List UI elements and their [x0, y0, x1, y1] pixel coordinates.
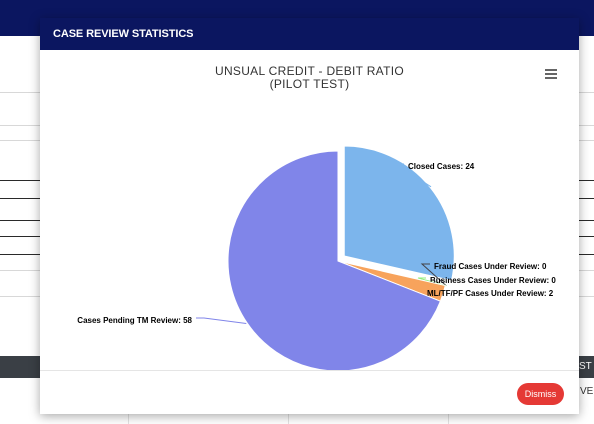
- background-row-fragment: VE: [580, 386, 594, 397]
- pie-data-label: ML/TF/PF Cases Under Review: 2: [427, 289, 554, 298]
- pie-chart: Closed Cases: 24 Fraud Cases Under Review…: [40, 50, 579, 370]
- pie-connector: [196, 317, 247, 325]
- pie-slice[interactable]: [227, 150, 442, 370]
- hamburger-menu-icon[interactable]: [545, 69, 557, 80]
- background-header-fragment: ST: [579, 361, 592, 372]
- case-review-statistics-modal: CASE REVIEW STATISTICS Closed Cases: 24 F…: [40, 18, 579, 414]
- pie-data-label: Closed Cases: 24: [408, 162, 475, 171]
- dismiss-button[interactable]: Dismiss: [517, 383, 564, 405]
- chart-title-block: UNSUAL CREDIT - DEBIT RATIO (PILOT TEST): [40, 65, 579, 91]
- pie-slice[interactable]: [343, 145, 455, 282]
- pie-connector: [394, 163, 432, 188]
- pie-data-label: Fraud Cases Under Review: 0: [434, 262, 547, 271]
- background-card: [0, 120, 41, 278]
- modal-footer-divider: [40, 370, 579, 371]
- modal-title: CASE REVIEW STATISTICS: [40, 18, 579, 50]
- chart-subtitle: (PILOT TEST): [269, 77, 350, 91]
- pie-connector: [420, 263, 447, 287]
- pie-chart-svg: Closed Cases: 24 Fraud Cases Under Review…: [77, 145, 556, 370]
- pie-data-label: Business Cases Under Review: 0: [430, 276, 556, 285]
- chart-title: UNSUAL CREDIT - DEBIT RATIO: [214, 64, 404, 78]
- pie-data-label: Cases Pending TM Review: 58: [77, 316, 192, 325]
